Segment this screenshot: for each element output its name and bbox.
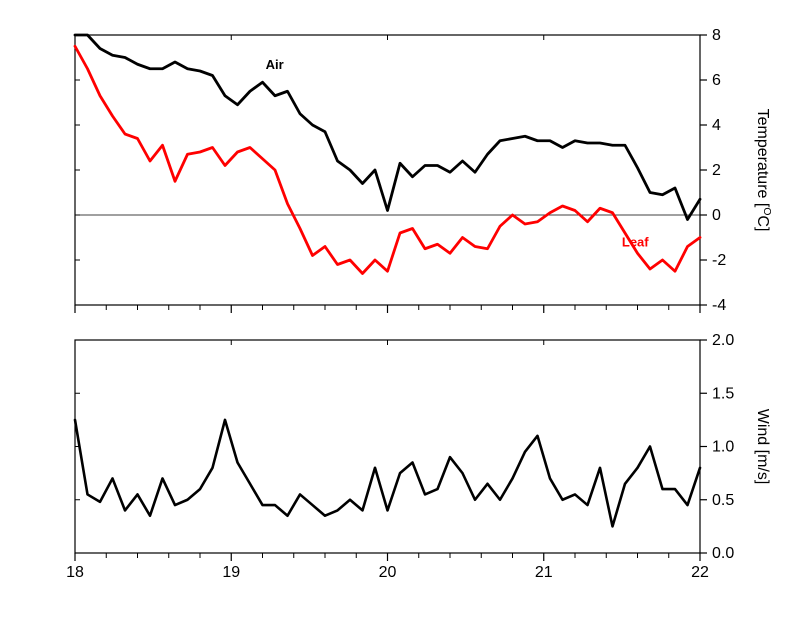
svg-text:-2: -2 [712,252,726,269]
svg-text:8: 8 [712,27,721,44]
svg-text:18: 18 [66,564,84,581]
svg-text:0.0: 0.0 [712,545,734,562]
svg-text:2.0: 2.0 [712,332,734,349]
svg-text:22: 22 [691,564,709,581]
svg-text:0: 0 [712,207,721,224]
svg-text:2: 2 [712,162,721,179]
svg-text:0.5: 0.5 [712,492,734,509]
chart-svg: -4 -2 0 2 4 6 8 Air Leaf Temperature [OC] 0.0 0.5 1.… [0,0,800,618]
svg-text:19: 19 [222,564,240,581]
svg-text:1.5: 1.5 [712,385,734,402]
svg-text:-4: -4 [712,297,726,314]
svg-text:6: 6 [712,72,721,89]
svg-text:4: 4 [712,117,721,134]
svg-text:21: 21 [535,564,553,581]
svg-text:Wind [m/s]: Wind [m/s] [754,409,771,485]
leaf-series-label: Leaf [622,235,649,250]
svg-text:20: 20 [379,564,397,581]
svg-text:1.0: 1.0 [712,439,734,456]
chart-container: -4 -2 0 2 4 6 8 Air Leaf Temperature [OC] 0.0 0.5 1.… [0,0,800,618]
air-series-label: Air [266,57,284,72]
svg-text:Temperature [OC]: Temperature [OC] [754,109,772,232]
